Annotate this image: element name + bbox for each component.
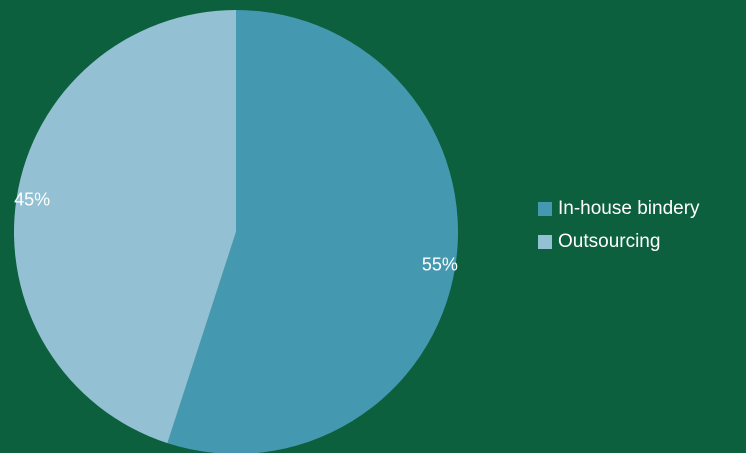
legend-swatch-outsourcing — [538, 234, 552, 249]
pie-slice-outsourcing — [13, 10, 237, 444]
legend-label-in-house-bindery: In-house bindery — [558, 197, 700, 219]
pie-slice-in-house-bindery — [167, 10, 458, 453]
legend-label-outsourcing: Outsourcing — [558, 230, 661, 252]
legend-swatch-in-house-bindery — [538, 201, 552, 216]
data-label-in-house-bindery: 55% — [422, 254, 458, 274]
legend-item-in-house-bindery: In-house bindery — [538, 192, 700, 225]
legend-item-outsourcing: Outsourcing — [538, 225, 700, 258]
legend: In-house bindery Outsourcing — [538, 192, 700, 258]
data-label-outsourcing: 45% — [14, 190, 50, 210]
